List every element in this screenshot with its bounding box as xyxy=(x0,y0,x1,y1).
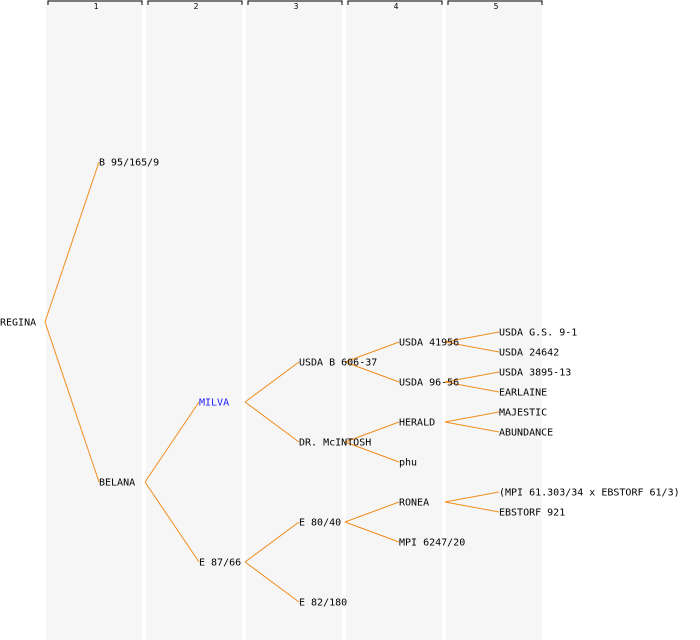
edge-drmcintosh-herald xyxy=(344,421,400,443)
node-mpi6247[interactable]: MPI 6247/20 xyxy=(399,538,465,549)
generation-number-1: 1 xyxy=(94,2,99,11)
node-e8040[interactable]: E 80/40 xyxy=(299,518,341,529)
edge-ronea-mpicross xyxy=(444,491,500,503)
edge-usdab606-usda9656 xyxy=(344,361,400,383)
generation-bracket-4 xyxy=(347,0,443,5)
edge-usda9656-earlaine xyxy=(444,381,500,393)
edge-herald-abundance xyxy=(444,421,500,433)
pedigree-labels: REGINA B 95/165/9 BELANA MILVA E 87/66 USDA B… xyxy=(0,158,680,609)
node-ronea[interactable]: RONEA xyxy=(399,498,429,509)
generation-bracket-5 xyxy=(447,0,543,5)
node-earlaine[interactable]: EARLAINE xyxy=(499,388,547,399)
node-usdab606[interactable]: USDA B 606-37 xyxy=(299,358,377,369)
node-usda9656[interactable]: USDA 96-56 xyxy=(399,378,459,389)
node-b95[interactable]: B 95/165/9 xyxy=(99,158,159,169)
generation-bracket-1 xyxy=(47,0,143,5)
node-herald[interactable]: HERALD xyxy=(399,418,435,429)
node-ebstorf921[interactable]: EBSTORF 921 xyxy=(499,508,565,519)
edge-belana-e8766 xyxy=(144,481,200,563)
generation-bands xyxy=(46,0,542,640)
edge-ronea-ebstorf921 xyxy=(444,501,500,513)
node-mpicross[interactable]: (MPI 61.303/34 x EBSTORF 61/3) xyxy=(499,488,680,499)
edge-milva-usdab606 xyxy=(244,361,300,403)
generation-bracket-3 xyxy=(247,0,343,5)
node-abundance[interactable]: ABUNDANCE xyxy=(499,428,553,439)
generation-number-5: 5 xyxy=(494,2,499,11)
edge-belana-milva xyxy=(144,401,200,483)
edge-e8766-e82180 xyxy=(244,561,300,603)
node-belana[interactable]: BELANA xyxy=(99,478,135,489)
generation-band-1 xyxy=(46,0,142,640)
generation-number-2: 2 xyxy=(194,2,199,11)
node-e8766[interactable]: E 87/66 xyxy=(199,558,241,569)
generation-number-3: 3 xyxy=(294,2,299,11)
node-usda41956[interactable]: USDA 41956 xyxy=(399,338,459,349)
edge-e8040-ronea xyxy=(344,501,400,523)
node-majestic[interactable]: MAJESTIC xyxy=(499,408,547,419)
edge-herald-majestic xyxy=(444,411,500,423)
edge-usdab606-usda41956 xyxy=(344,341,400,363)
node-drmcintosh[interactable]: DR. McINTOSH xyxy=(299,438,371,449)
node-regina[interactable]: REGINA xyxy=(0,318,36,329)
node-milva[interactable]: MILVA xyxy=(199,398,229,409)
edge-e8766-e8040 xyxy=(244,521,300,563)
edge-usda41956-usdags91 xyxy=(444,331,500,343)
edge-e8040-mpi6247 xyxy=(344,521,400,543)
generation-headers: 1 2 3 4 5 xyxy=(47,0,543,11)
node-usdags91[interactable]: USDA G.S. 9-1 xyxy=(499,328,577,339)
generation-band-3 xyxy=(246,0,342,640)
generation-band-4 xyxy=(346,0,442,640)
edge-milva-drmcintosh xyxy=(244,401,300,443)
generation-band-2 xyxy=(146,0,242,640)
node-phu[interactable]: phu xyxy=(399,458,417,469)
edge-regina-belana xyxy=(44,321,100,483)
edge-usda9656-usda3895 xyxy=(444,371,500,383)
pedigree-edges xyxy=(44,161,500,603)
node-usda24642[interactable]: USDA 24642 xyxy=(499,348,559,359)
generation-number-4: 4 xyxy=(394,2,399,11)
edge-regina-b95 xyxy=(44,161,100,323)
generation-band-5 xyxy=(446,0,542,640)
edge-drmcintosh-phu xyxy=(344,441,400,463)
edge-usda41956-usda24642 xyxy=(444,341,500,353)
node-usda3895[interactable]: USDA 3895-13 xyxy=(499,368,571,379)
node-e82180[interactable]: E 82/180 xyxy=(299,598,347,609)
generation-bracket-2 xyxy=(147,0,243,5)
